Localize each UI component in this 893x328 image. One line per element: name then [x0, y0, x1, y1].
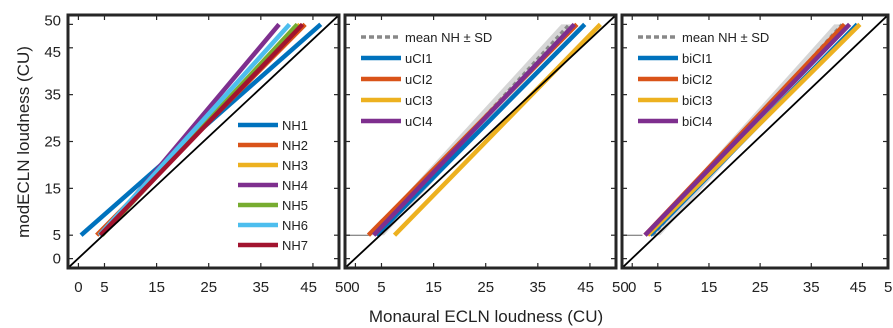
x-tick-label: 15: [701, 279, 718, 296]
identity-line: [622, 15, 888, 268]
panel-2: 0 5 15 25 35 45 50 mean NH ± SD uCI1 uCI2 uCI3 uCI4: [343, 13, 629, 296]
legend-label: NH4: [282, 178, 308, 193]
legend-label: NH6: [282, 218, 308, 233]
x-tick-label: 50: [335, 279, 352, 296]
x-tick-label: 0: [74, 279, 82, 296]
y-axis-title: modECLN loudness (CU): [14, 46, 33, 238]
x-tick-label: 25: [200, 279, 217, 296]
x-tick-label: 35: [529, 279, 546, 296]
x-tick-label: 15: [425, 279, 442, 296]
x-tick-label: 0: [628, 279, 636, 296]
x-tick-label: 35: [252, 279, 269, 296]
panels: 0 5 15 25 35 45 50051525354550NH1NH2NH3NH4NH5N…: [44, 12, 893, 296]
series-line-uci3: [392, 22, 602, 237]
plot-area: [68, 15, 339, 268]
x-tick-label: 5: [377, 279, 385, 296]
x-tick-label: 50: [884, 279, 893, 296]
legend-label: uCI2: [405, 72, 432, 87]
series-line-uci4: [372, 22, 576, 237]
x-tick-label: 35: [803, 279, 820, 296]
series-line-bici4: [643, 22, 852, 237]
y-tick-label: 25: [44, 134, 61, 151]
legend-label: mean NH ± SD: [682, 30, 769, 45]
x-tick-label: 45: [577, 279, 594, 296]
legend-label: NH3: [282, 158, 308, 173]
x-tick-label: 45: [300, 279, 317, 296]
legend-label: uCI1: [405, 51, 432, 66]
x-tick-label: 25: [477, 279, 494, 296]
x-tick-label: 15: [148, 279, 165, 296]
plot-area: [622, 15, 888, 268]
identity-line: [68, 15, 339, 268]
x-tick-label: 25: [752, 279, 769, 296]
legend-label: NH7: [282, 238, 308, 253]
legend-label: biCI4: [682, 114, 712, 129]
panel-1: 0 5 15 25 35 45 50 0 5 15 25 35 45 50 NH1 NH2 NH3 NH4 NH5 N…: [44, 12, 351, 296]
y-tick-label: 35: [44, 87, 61, 104]
series-line-nh7: [98, 22, 305, 237]
x-tick-label: 50: [612, 279, 629, 296]
legend-label: biCI1: [682, 51, 712, 66]
legend-label: uCI3: [405, 93, 432, 108]
series-line-uci1: [374, 22, 587, 237]
plot-area: [345, 15, 616, 268]
y-tick-label: 45: [44, 44, 61, 61]
x-tick-label: 45: [850, 279, 867, 296]
legend-label: biCI2: [682, 72, 712, 87]
series-line-bici3: [645, 22, 862, 237]
y-tick-label: 0: [53, 251, 61, 268]
y-tick-label: 15: [44, 180, 61, 197]
legend-label: NH2: [282, 138, 308, 153]
legend-label: uCI4: [405, 114, 432, 129]
y-tick-label: 5: [53, 227, 61, 244]
legend-label: mean NH ± SD: [405, 30, 492, 45]
identity-line: [345, 15, 616, 268]
x-tick-label: 5: [100, 279, 108, 296]
x-axis-title: Monaural ECLN loudness (CU): [369, 307, 603, 326]
x-tick-label: 0: [351, 279, 359, 296]
x-tick-label: 5: [654, 279, 662, 296]
panel-3: 0 5 15 25 35 45 50 mean NH ± SD biCI1 biCI2 biCI3 b…: [620, 13, 893, 296]
legend-label: biCI3: [682, 93, 712, 108]
y-tick-label: 50: [44, 12, 61, 29]
legend-label: NH1: [282, 118, 308, 133]
legend-label: NH5: [282, 198, 308, 213]
